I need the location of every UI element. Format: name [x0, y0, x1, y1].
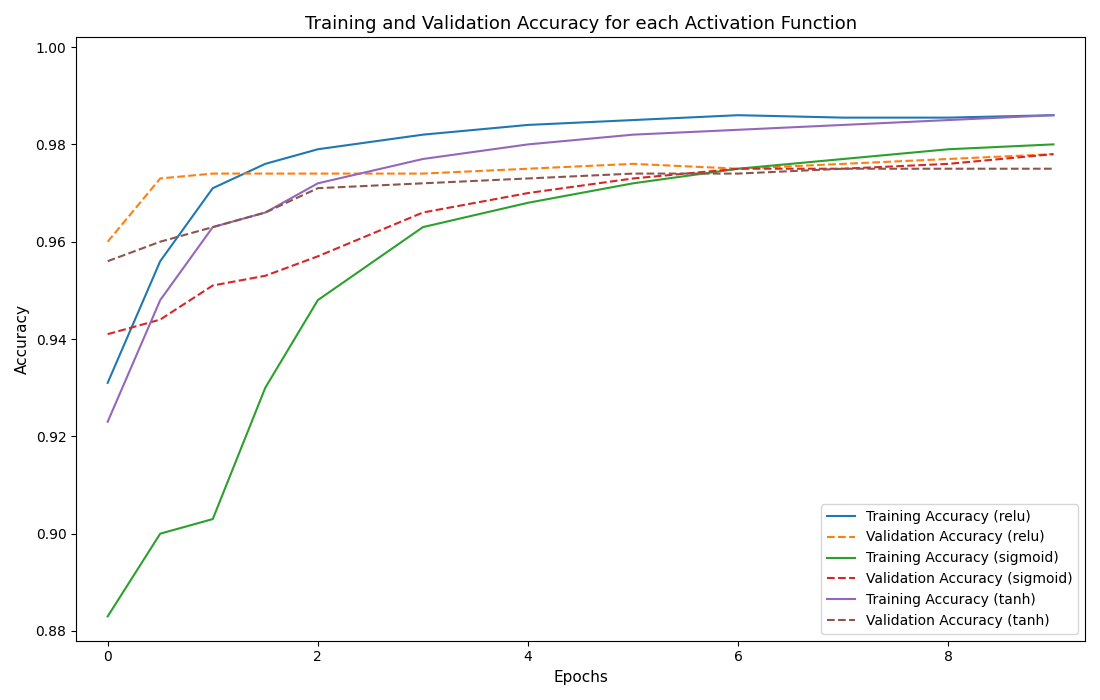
- Validation Accuracy (relu): [732, 164, 745, 173]
- Validation Accuracy (tanh): [416, 179, 429, 188]
- Training Accuracy (tanh): [206, 223, 219, 231]
- Validation Accuracy (relu): [837, 160, 850, 168]
- Training Accuracy (relu): [521, 120, 535, 129]
- Training Accuracy (tanh): [627, 130, 640, 139]
- Training Accuracy (tanh): [154, 296, 167, 304]
- Training Accuracy (relu): [732, 111, 745, 120]
- Validation Accuracy (relu): [154, 174, 167, 183]
- Training Accuracy (sigmoid): [1047, 140, 1060, 148]
- Validation Accuracy (tanh): [101, 257, 114, 265]
- Line: Validation Accuracy (sigmoid): Validation Accuracy (sigmoid): [108, 154, 1054, 334]
- Training Accuracy (relu): [942, 113, 955, 122]
- Training Accuracy (tanh): [837, 120, 850, 129]
- Validation Accuracy (tanh): [942, 164, 955, 173]
- Training Accuracy (tanh): [258, 209, 272, 217]
- Validation Accuracy (sigmoid): [521, 189, 535, 197]
- Training Accuracy (relu): [627, 116, 640, 125]
- Validation Accuracy (sigmoid): [206, 281, 219, 290]
- Validation Accuracy (tanh): [258, 209, 272, 217]
- Validation Accuracy (relu): [521, 164, 535, 173]
- Validation Accuracy (relu): [206, 169, 219, 178]
- Line: Training Accuracy (tanh): Training Accuracy (tanh): [108, 116, 1054, 422]
- Validation Accuracy (relu): [258, 169, 272, 178]
- Validation Accuracy (sigmoid): [416, 209, 429, 217]
- Training Accuracy (sigmoid): [206, 515, 219, 524]
- Training Accuracy (relu): [258, 160, 272, 168]
- Training Accuracy (tanh): [942, 116, 955, 125]
- Validation Accuracy (tanh): [1047, 164, 1060, 173]
- Validation Accuracy (sigmoid): [258, 272, 272, 280]
- Validation Accuracy (relu): [627, 160, 640, 168]
- Validation Accuracy (tanh): [311, 184, 324, 192]
- Training Accuracy (sigmoid): [942, 145, 955, 153]
- Validation Accuracy (sigmoid): [837, 164, 850, 173]
- Validation Accuracy (tanh): [521, 174, 535, 183]
- Training Accuracy (sigmoid): [732, 164, 745, 173]
- Validation Accuracy (sigmoid): [311, 252, 324, 260]
- Training Accuracy (tanh): [416, 155, 429, 163]
- Title: Training and Validation Accuracy for each Activation Function: Training and Validation Accuracy for eac…: [305, 15, 857, 33]
- Training Accuracy (relu): [101, 379, 114, 387]
- Training Accuracy (tanh): [311, 179, 324, 188]
- Validation Accuracy (sigmoid): [942, 160, 955, 168]
- Validation Accuracy (tanh): [627, 169, 640, 178]
- Validation Accuracy (sigmoid): [154, 316, 167, 324]
- Training Accuracy (tanh): [1047, 111, 1060, 120]
- Training Accuracy (relu): [1047, 111, 1060, 120]
- Training Accuracy (tanh): [101, 418, 114, 426]
- Validation Accuracy (sigmoid): [101, 330, 114, 338]
- Training Accuracy (sigmoid): [101, 612, 114, 621]
- Training Accuracy (sigmoid): [311, 296, 324, 304]
- Training Accuracy (relu): [416, 130, 429, 139]
- Training Accuracy (relu): [837, 113, 850, 122]
- Training Accuracy (sigmoid): [258, 384, 272, 392]
- Y-axis label: Accuracy: Accuracy: [15, 304, 30, 374]
- X-axis label: Epochs: Epochs: [553, 670, 608, 685]
- Training Accuracy (tanh): [521, 140, 535, 148]
- Training Accuracy (sigmoid): [416, 223, 429, 231]
- Training Accuracy (tanh): [732, 125, 745, 134]
- Legend: Training Accuracy (relu), Validation Accuracy (relu), Training Accuracy (sigmoid: Training Accuracy (relu), Validation Acc…: [822, 504, 1078, 634]
- Validation Accuracy (tanh): [732, 169, 745, 178]
- Validation Accuracy (sigmoid): [627, 174, 640, 183]
- Validation Accuracy (tanh): [837, 164, 850, 173]
- Training Accuracy (relu): [311, 145, 324, 153]
- Line: Training Accuracy (sigmoid): Training Accuracy (sigmoid): [108, 144, 1054, 617]
- Validation Accuracy (relu): [942, 155, 955, 163]
- Line: Validation Accuracy (tanh): Validation Accuracy (tanh): [108, 169, 1054, 261]
- Validation Accuracy (sigmoid): [732, 164, 745, 173]
- Validation Accuracy (relu): [1047, 150, 1060, 158]
- Validation Accuracy (tanh): [206, 223, 219, 231]
- Line: Validation Accuracy (relu): Validation Accuracy (relu): [108, 154, 1054, 242]
- Training Accuracy (sigmoid): [627, 179, 640, 188]
- Validation Accuracy (tanh): [154, 237, 167, 246]
- Validation Accuracy (relu): [416, 169, 429, 178]
- Training Accuracy (relu): [154, 257, 167, 265]
- Validation Accuracy (relu): [311, 169, 324, 178]
- Training Accuracy (sigmoid): [521, 199, 535, 207]
- Training Accuracy (sigmoid): [154, 529, 167, 538]
- Training Accuracy (sigmoid): [837, 155, 850, 163]
- Validation Accuracy (relu): [101, 237, 114, 246]
- Validation Accuracy (sigmoid): [1047, 150, 1060, 158]
- Training Accuracy (relu): [206, 184, 219, 192]
- Line: Training Accuracy (relu): Training Accuracy (relu): [108, 116, 1054, 383]
